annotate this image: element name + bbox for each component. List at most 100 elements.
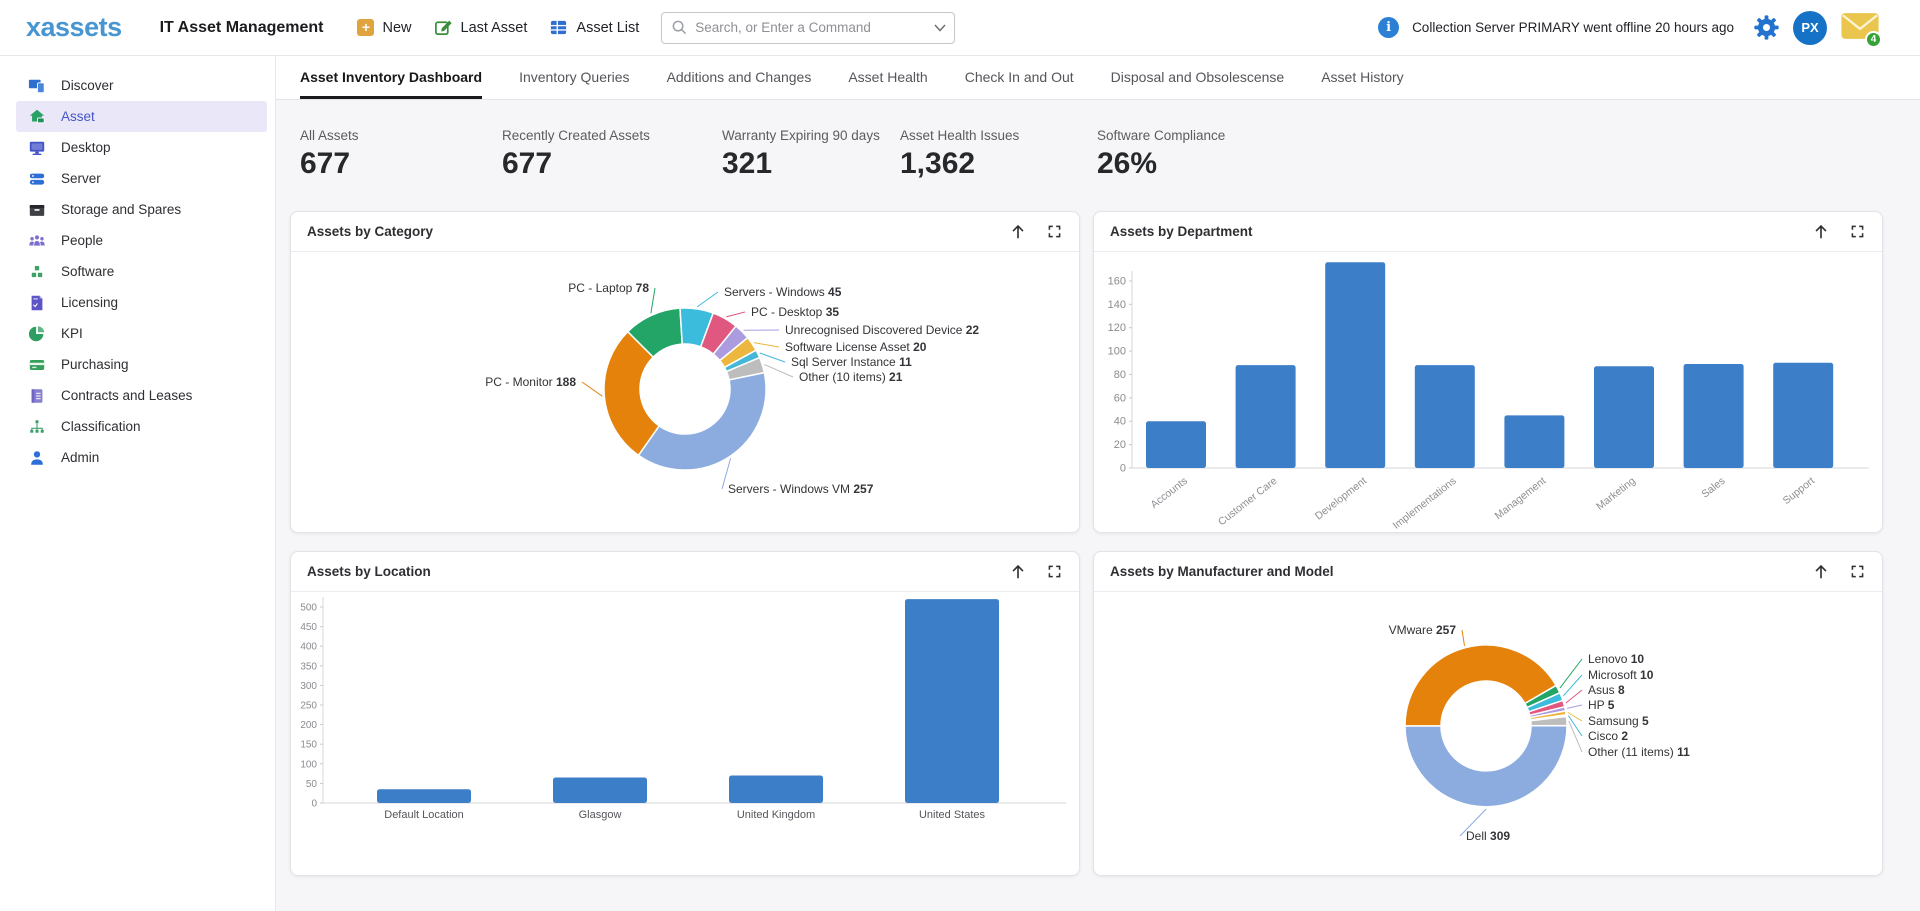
sidebar-item-label: Software: [61, 264, 115, 279]
tab-disposal-and-obsolescense[interactable]: Disposal and Obsolescense: [1110, 69, 1285, 85]
label-leader-line: [1568, 720, 1583, 753]
bar[interactable]: [1504, 415, 1565, 468]
chevron-down-icon[interactable]: [934, 23, 946, 32]
table-icon: [551, 20, 567, 35]
tab-additions-and-changes[interactable]: Additions and Changes: [666, 69, 812, 85]
sidebar-item-asset[interactable]: Asset: [16, 101, 267, 132]
tab-asset-inventory-dashboard[interactable]: Asset Inventory Dashboard: [300, 56, 483, 99]
donut-label: Cisco 2: [1588, 729, 1628, 743]
sidebar-item-discover[interactable]: Discover: [16, 70, 267, 101]
sidebar-item-contracts-and-leases[interactable]: Contracts and Leases: [16, 380, 267, 411]
expand-icon[interactable]: [1043, 221, 1065, 243]
sidebar-item-purchasing[interactable]: Purchasing: [16, 349, 267, 380]
y-tick-label: 300: [300, 681, 317, 692]
search-input[interactable]: [695, 20, 935, 35]
sidebar-item-label: Discover: [61, 78, 114, 93]
y-tick-label: 80: [1114, 369, 1126, 381]
card-title: Assets by Manufacturer and Model: [1110, 564, 1334, 579]
y-tick-label: 120: [1108, 322, 1126, 334]
info-icon[interactable]: i: [1378, 17, 1400, 38]
kpi-software-compliance: Software Compliance 26%: [1097, 128, 1225, 181]
card-title: Assets by Department: [1110, 224, 1253, 239]
bar[interactable]: [377, 789, 471, 803]
search-icon: [672, 20, 687, 35]
y-tick-label: 100: [300, 759, 317, 770]
bar[interactable]: [1146, 421, 1206, 468]
expand-icon[interactable]: [1846, 221, 1868, 243]
sidebar-item-desktop[interactable]: Desktop: [16, 132, 267, 163]
export-arrow-icon[interactable]: [1007, 561, 1029, 583]
sidebar: Discover Asset Desktop Server Storag: [0, 56, 276, 911]
sidebar-item-kpi[interactable]: KPI: [16, 318, 267, 349]
sidebar-item-label: Admin: [61, 450, 100, 465]
donut-slice[interactable]: [637, 371, 767, 471]
sidebar-item-people[interactable]: People: [16, 225, 267, 256]
bar[interactable]: [1683, 363, 1744, 468]
bar[interactable]: [1325, 262, 1386, 468]
tab-check-in-and-out[interactable]: Check In and Out: [964, 69, 1074, 85]
kpi-value: 321: [722, 147, 773, 180]
sidebar-item-software[interactable]: Software: [16, 256, 267, 287]
tab-asset-health[interactable]: Asset Health: [848, 69, 928, 85]
bar[interactable]: [729, 775, 823, 803]
donut-label: Software License Asset 20: [785, 340, 927, 354]
donut-slice[interactable]: [1404, 644, 1558, 727]
sidebar-item-licensing[interactable]: Licensing: [16, 287, 267, 318]
bar[interactable]: [1235, 365, 1296, 468]
x-category-label: Customer Care: [1216, 475, 1280, 528]
bar[interactable]: [905, 599, 999, 803]
kpi-label: Recently Created Assets: [502, 128, 650, 143]
expand-icon[interactable]: [1846, 561, 1868, 583]
donut-slice[interactable]: [603, 330, 661, 457]
x-category-label: Sales: [1699, 475, 1727, 501]
mail-button[interactable]: 4: [1840, 11, 1882, 48]
tab-asset-history[interactable]: Asset History: [1321, 69, 1404, 85]
label-leader-line: [725, 311, 746, 318]
sidebar-item-storage-and-spares[interactable]: Storage and Spares: [16, 194, 267, 225]
expand-icon[interactable]: [1043, 561, 1065, 583]
bar[interactable]: [1414, 365, 1475, 468]
sidebar-item-label: Classification: [61, 419, 141, 434]
gear-icon[interactable]: [1753, 14, 1780, 41]
donut-label: PC - Monitor 188: [485, 375, 576, 389]
sidebar-item-server[interactable]: Server: [16, 163, 267, 194]
card-title: Assets by Category: [307, 224, 434, 239]
desktop-icon: [29, 141, 45, 155]
sidebar-item-label: Desktop: [61, 140, 111, 155]
card-header: Assets by Category: [291, 212, 1079, 252]
x-category-label: Marketing: [1594, 475, 1638, 513]
sidebar-item-classification[interactable]: Classification: [16, 411, 267, 442]
kpi-asset-health-issues: Asset Health Issues 1,362: [900, 128, 1097, 181]
bar[interactable]: [1594, 366, 1654, 468]
asset-list-button[interactable]: Asset List: [549, 18, 639, 37]
kpi-value: 677: [502, 147, 553, 180]
app-logo[interactable]: xassets: [26, 12, 122, 42]
search-box: [661, 11, 956, 44]
assets-by-department-bar-chart: 0 20 40 60 80 100 120 140 160 Accounts Customer Ca…: [1108, 262, 1869, 532]
discover-icon: [28, 79, 45, 93]
x-category-label: Glasgow: [579, 809, 622, 821]
export-arrow-icon[interactable]: [1007, 221, 1029, 243]
donut-label: Sql Server Instance 11: [791, 355, 912, 369]
y-tick-label: 60: [1114, 392, 1126, 404]
tab-inventory-queries[interactable]: Inventory Queries: [519, 69, 630, 85]
last-asset-button[interactable]: Last Asset: [434, 18, 527, 37]
storage-box-icon: [29, 204, 45, 216]
avatar[interactable]: PX: [1793, 10, 1827, 45]
kpi-all-assets: All Assets 677: [300, 128, 502, 181]
kpi-value: 677: [300, 147, 351, 180]
new-button[interactable]: + New: [357, 19, 412, 36]
export-arrow-icon[interactable]: [1810, 221, 1832, 243]
tab-bar: Asset Inventory Dashboard Inventory Quer…: [276, 56, 1920, 100]
bar[interactable]: [553, 777, 647, 803]
bar[interactable]: [1773, 362, 1834, 468]
kpi-row: All Assets 677 Recently Created Assets 6…: [300, 128, 1225, 181]
label-leader-line: [759, 352, 786, 363]
people-icon: [29, 234, 45, 246]
assets-by-location-bar-chart: 0 50 100 150 200 250 300 350 400 450 500 Default Lo…: [300, 597, 1066, 821]
sidebar-item-admin[interactable]: Admin: [16, 442, 267, 473]
x-category-label: Default Location: [384, 809, 464, 821]
donut-slice[interactable]: [1404, 724, 1568, 808]
donut-label: Lenovo 10: [1588, 652, 1644, 666]
export-arrow-icon[interactable]: [1810, 561, 1832, 583]
